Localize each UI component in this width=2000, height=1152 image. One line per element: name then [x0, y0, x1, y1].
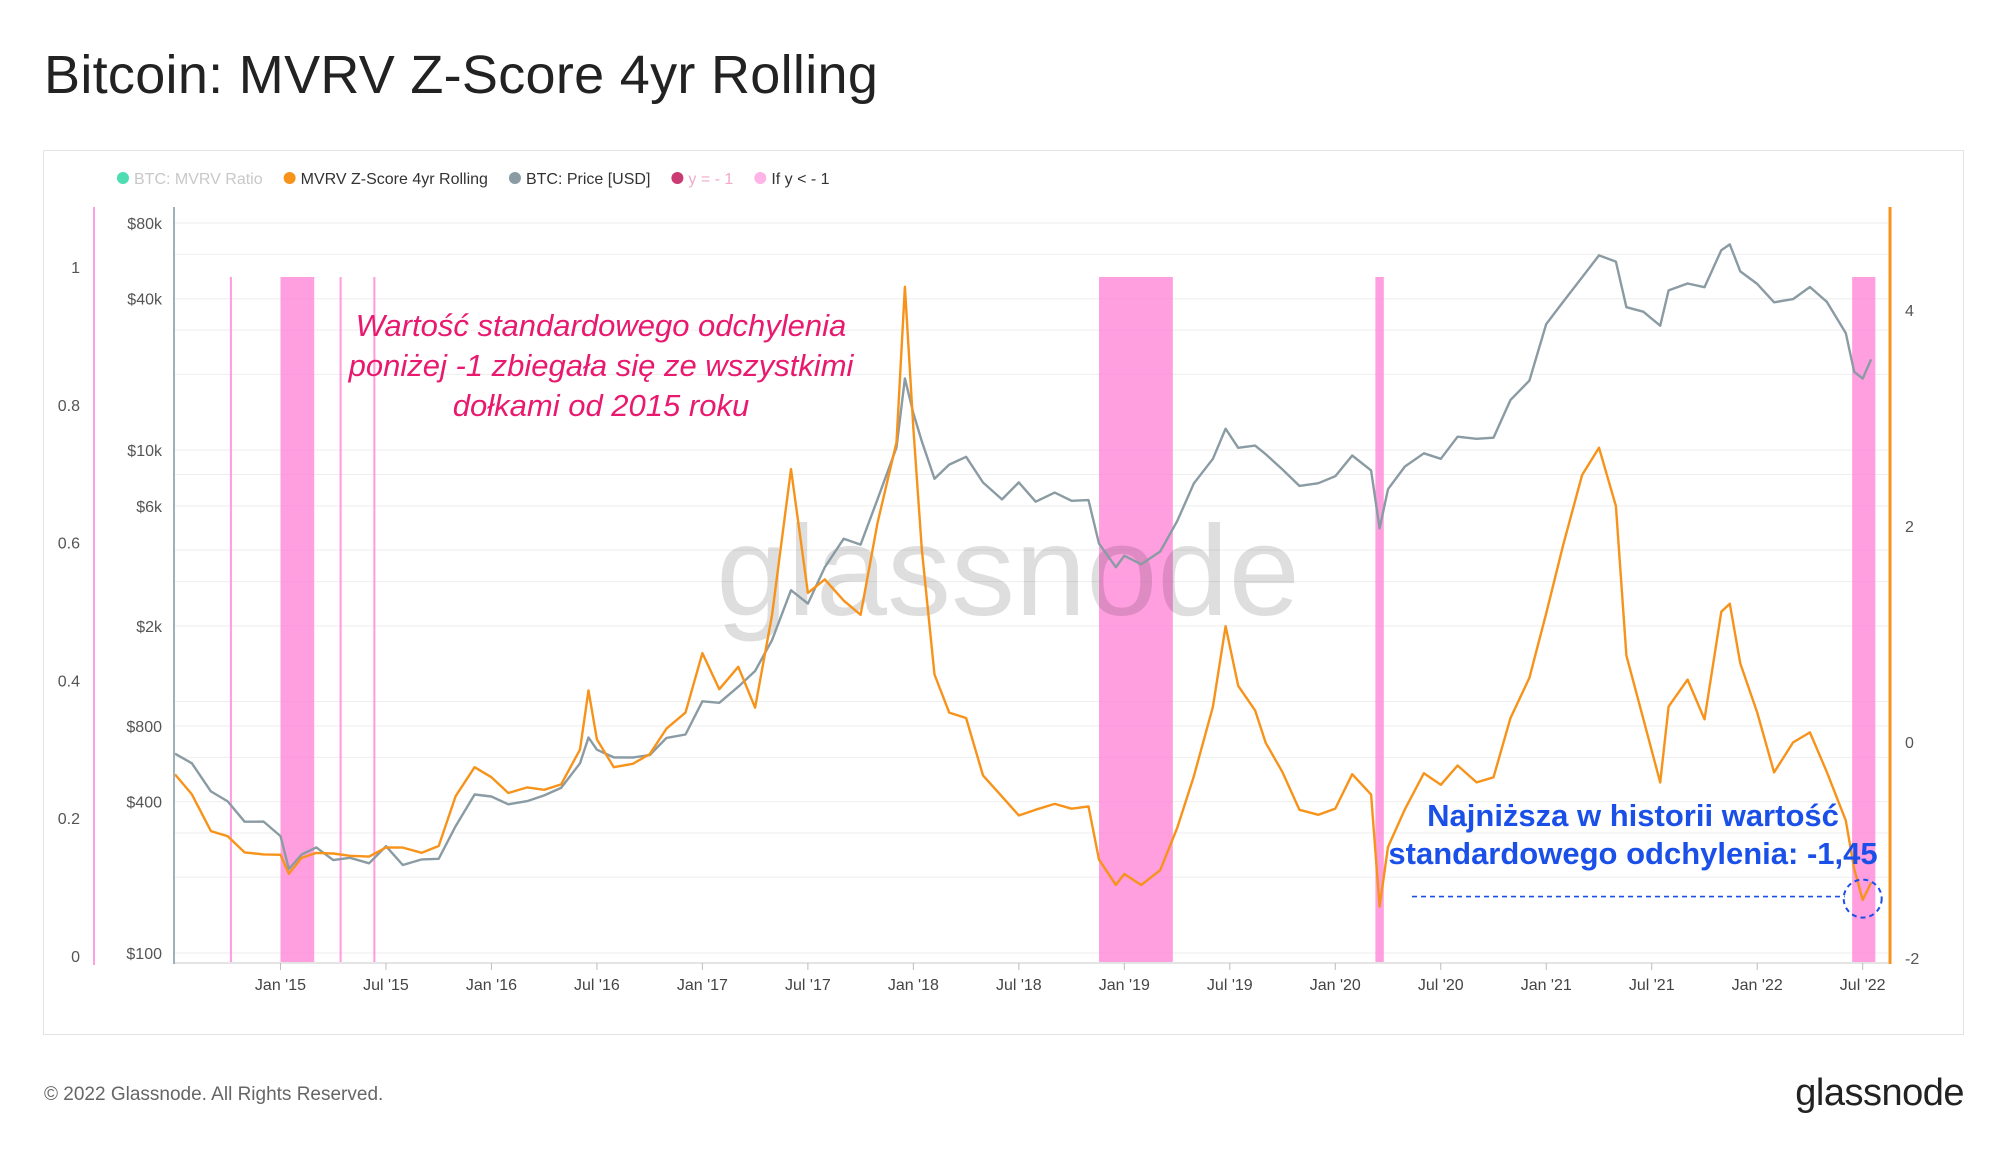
chart-frame [43, 150, 1964, 1035]
left-axis-tick-label: 0.6 [58, 536, 80, 553]
x-axis-tick-label: Jan '20 [1310, 977, 1361, 994]
x-axis-tick-label: Jan '18 [888, 977, 939, 994]
left-axis-tick-label: 1 [71, 260, 80, 277]
x-axis-tick-label: Jul '17 [785, 977, 831, 994]
left-axis-tick-label: 0 [71, 949, 80, 966]
x-axis-tick-label: Jul '22 [1840, 977, 1886, 994]
legend-swatch [117, 172, 129, 184]
x-axis-tick-label: Jul '16 [574, 977, 620, 994]
shaded-region [1852, 277, 1876, 962]
x-axis-tick-label: Jul '21 [1629, 977, 1675, 994]
legend-label: MVRV Z-Score 4yr Rolling [301, 171, 488, 188]
legend: BTC: MVRV Ratio MVRV Z-Score 4yr Rolling B… [117, 171, 830, 188]
annotation-std-dev-note: poniżej -1 zbiegała się ze wszystkimi [348, 348, 855, 383]
annotation-std-dev-note: Wartość standardowego odchylenia [356, 308, 847, 343]
price-axis-tick-label: $800 [126, 719, 162, 736]
series-mvrv-z-score-4yr-rolling [174, 285, 1873, 908]
legend-swatch [754, 172, 767, 184]
x-axis-tick-label: Jan '16 [466, 977, 517, 994]
x-axis-tick-label: Jul '20 [1418, 977, 1464, 994]
x-axis-tick-label: Jan '22 [1732, 977, 1783, 994]
left-axis-tick-label: 0.2 [58, 811, 80, 828]
legend-label: If y < - 1 [771, 171, 829, 188]
page-title: Bitcoin: MVRV Z-Score 4yr Rolling [44, 45, 879, 105]
right-axis-tick-label: 0 [1905, 735, 1914, 752]
legend-label: BTC: MVRV Ratio [134, 171, 263, 188]
annotations: Wartość standardowego odchylenia poniżej … [348, 308, 1883, 919]
x-axis-tick-label: Jan '21 [1521, 977, 1572, 994]
price-axis-tick-label: $40k [127, 292, 163, 309]
annotation-lowest-value: Najniższa w historii wartość [1427, 798, 1839, 833]
shaded-region [229, 277, 232, 962]
legend-label: BTC: Price [USD] [526, 171, 650, 188]
copyright-text: © 2022 Glassnode. All Rights Reserved. [44, 1084, 384, 1105]
legend-label: y = - 1 [688, 171, 733, 188]
legend-item: BTC: Price [USD] [508, 171, 650, 188]
left-axis-tick-label: 0.4 [58, 673, 80, 690]
shaded-regions [93, 207, 1876, 965]
legend-item: MVRV Z-Score 4yr Rolling [283, 171, 488, 188]
shaded-region [280, 277, 315, 962]
price-axis-tick-label: $10k [127, 443, 163, 460]
series-btc-price-usd- [174, 243, 1873, 871]
x-axis-tick-label: Jan '15 [255, 977, 306, 994]
price-axis-tick-label: $6k [136, 499, 163, 516]
legend-item: If y < - 1 [754, 171, 830, 188]
x-axis-tick-label: Jul '15 [363, 977, 409, 994]
x-axis-tick-label: Jan '17 [677, 977, 728, 994]
price-axis-tick-label: $100 [126, 946, 162, 963]
annotation-std-dev-note: dołkami od 2015 roku [453, 388, 749, 423]
x-axis-tick-label: Jul '19 [1207, 977, 1253, 994]
x-axis-tick-label: Jul '18 [996, 977, 1042, 994]
shaded-region [373, 277, 376, 962]
price-axis-tick-label: $400 [126, 795, 162, 812]
right-axis-tick-label: 2 [1905, 519, 1914, 536]
x-axis-tick-label: Jan '19 [1099, 977, 1150, 994]
annotation-lowest-value: standardowego odchylenia: -1,45 [1388, 836, 1877, 871]
legend-item: y = - 1 [671, 171, 733, 188]
axes: 1 0.8 0.6 0.4 0.2 0 $80k $40k $10k $6k $2k $800 $400… [58, 207, 1919, 994]
price-axis-tick-label: $80k [127, 216, 163, 233]
left-axis-tick-label: 0.8 [58, 398, 80, 415]
legend-item: BTC: MVRV Ratio [117, 171, 263, 188]
watermark: glassnode [716, 500, 1300, 643]
right-axis-tick-label: -2 [1905, 951, 1919, 968]
annotation-lowest-marker [1842, 878, 1883, 919]
legend-swatch [671, 172, 684, 184]
shaded-region [339, 277, 342, 962]
series-lines [174, 243, 1873, 908]
right-axis-tick-label: 4 [1905, 303, 1914, 320]
price-axis-tick-label: $2k [136, 619, 163, 636]
legend-swatch [508, 172, 521, 184]
footer-logo: glassnode [1795, 1072, 1964, 1114]
legend-swatch [283, 172, 296, 184]
shaded-region [1375, 277, 1384, 962]
shaded-region [1099, 277, 1173, 962]
grid-lines [175, 222, 1888, 954]
